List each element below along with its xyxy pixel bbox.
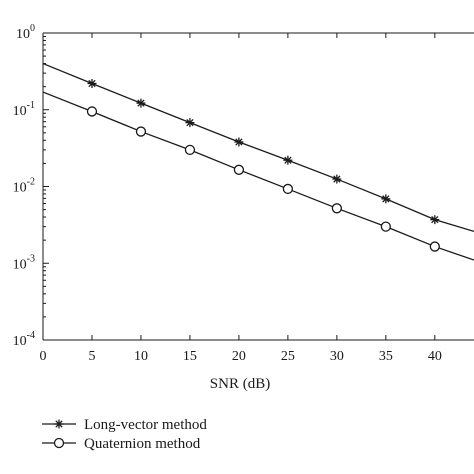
star-stroke: [284, 156, 292, 164]
x-tick-label: 35: [379, 349, 393, 364]
series-line-2: [42, 91, 474, 261]
x-tick-label: 20: [232, 349, 246, 364]
y-tick-label: 100: [16, 23, 35, 42]
x-tick-label: 5: [88, 349, 95, 364]
star-marker: [332, 174, 342, 184]
circle-marker: [233, 164, 245, 175]
legend-label: Quaternion method: [84, 436, 201, 452]
star-stroke: [186, 118, 194, 127]
star-stroke: [333, 175, 341, 183]
circle-marker: [184, 144, 196, 156]
star-stroke: [382, 195, 390, 203]
series-markers: [86, 78, 440, 252]
star-stroke: [55, 420, 63, 428]
y-tick-label: 10-2: [13, 177, 35, 196]
star-marker: [185, 118, 195, 128]
circle-marker: [53, 437, 65, 449]
legend: Long-vector method Quaternion method: [42, 417, 207, 452]
y-tick-label: 10-3: [13, 253, 35, 272]
star-stroke: [137, 99, 145, 107]
star-marker: [430, 215, 440, 225]
star-marker: [87, 78, 97, 88]
star-stroke: [431, 215, 439, 224]
circle-marker: [380, 221, 391, 232]
x-tick-label: 30: [330, 349, 344, 364]
y-tick-label: 10-1: [13, 100, 35, 119]
star-stroke: [235, 138, 243, 146]
star-stroke: [88, 79, 96, 88]
x-tick-label: 0: [40, 349, 47, 364]
x-tick-label: 40: [428, 349, 442, 364]
star-marker: [283, 155, 293, 165]
x-tick-label: 25: [281, 349, 295, 364]
star-marker: [381, 194, 391, 204]
x-tick-label: 15: [183, 349, 197, 364]
x-tick-label: 10: [134, 349, 148, 364]
legend-label: Long-vector method: [84, 417, 207, 433]
star-marker: [54, 419, 64, 429]
circle-marker: [135, 126, 147, 137]
circle-marker: [282, 183, 294, 195]
star-marker: [234, 137, 244, 147]
x-axis-label: SNR (dB): [210, 376, 270, 392]
y-tick-label: 10-4: [13, 330, 35, 349]
star-marker: [136, 98, 146, 108]
circle-marker: [331, 203, 343, 214]
series-line-1: [42, 62, 474, 233]
circle-marker: [429, 241, 440, 252]
axes: 0 5 10 15 20 25 30 35 40 100 10-1 10-2 10-3 10-4: [13, 23, 474, 364]
circle-marker: [86, 106, 98, 117]
series-lines: [42, 62, 474, 261]
